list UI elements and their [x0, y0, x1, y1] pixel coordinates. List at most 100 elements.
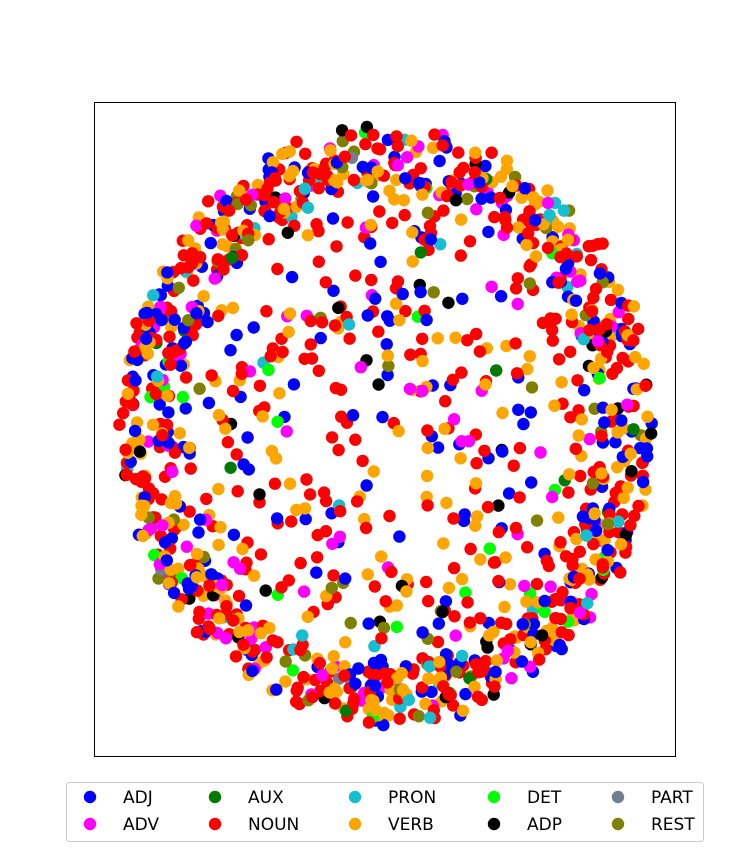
point-verb	[212, 408, 226, 422]
point-adp	[442, 296, 455, 309]
point-noun	[452, 146, 465, 159]
point-noun	[582, 240, 595, 253]
point-rest	[382, 359, 395, 373]
point-adj	[431, 441, 445, 454]
point-noun	[498, 211, 512, 224]
point-adj	[524, 406, 537, 419]
point-noun	[375, 632, 388, 645]
legend-item-part: PART	[611, 788, 693, 808]
point-det	[262, 363, 275, 377]
point-noun	[584, 253, 598, 267]
point-noun	[390, 130, 403, 143]
point-noun	[312, 182, 325, 195]
point-noun	[509, 521, 523, 535]
point-noun	[555, 626, 568, 639]
point-verb	[141, 347, 154, 360]
point-noun	[474, 612, 487, 625]
point-verb	[266, 156, 280, 169]
point-noun	[391, 139, 404, 153]
point-noun	[260, 651, 273, 664]
point-verb	[301, 229, 315, 242]
point-noun	[312, 224, 325, 238]
point-verb	[499, 551, 512, 564]
point-verb	[583, 573, 596, 586]
point-verb	[595, 467, 608, 480]
point-verb	[219, 422, 232, 435]
point-adp	[372, 378, 385, 391]
point-noun	[290, 135, 303, 148]
point-adj	[414, 285, 427, 299]
point-verb	[400, 585, 413, 598]
point-noun	[562, 486, 575, 499]
point-noun	[282, 574, 295, 587]
point-adj	[516, 618, 529, 631]
point-noun	[318, 168, 331, 181]
point-adj	[287, 378, 301, 391]
point-noun	[509, 282, 523, 295]
point-adj	[636, 475, 650, 489]
point-noun	[442, 688, 455, 701]
point-pron	[423, 711, 437, 724]
point-verb	[277, 202, 290, 216]
point-verb	[388, 193, 401, 206]
point-noun	[315, 316, 329, 329]
point-noun	[554, 250, 567, 264]
legend-label: ADJ	[123, 788, 153, 808]
point-det	[593, 371, 606, 385]
point-verb	[361, 173, 374, 187]
legend-item-rest: REST	[611, 815, 695, 835]
point-verb	[617, 491, 630, 505]
point-noun	[271, 262, 284, 276]
point-verb	[575, 413, 588, 426]
point-verb	[212, 538, 225, 552]
point-adj	[609, 436, 622, 449]
point-adj	[578, 384, 591, 397]
point-verb	[570, 532, 583, 546]
point-adj	[496, 445, 509, 458]
point-noun	[414, 162, 427, 175]
point-adv	[297, 585, 311, 598]
point-adj	[174, 359, 188, 372]
point-adj	[484, 191, 498, 204]
point-adj	[179, 402, 192, 415]
point-verb	[524, 636, 537, 649]
point-adj	[230, 328, 243, 342]
point-noun	[299, 147, 312, 160]
point-noun	[471, 690, 485, 703]
point-noun	[445, 176, 458, 189]
point-noun	[587, 537, 600, 551]
point-adj	[512, 403, 525, 416]
point-adj	[220, 194, 233, 208]
point-verb	[331, 176, 344, 189]
point-adj	[327, 284, 340, 297]
point-adj	[456, 292, 469, 305]
point-verb	[325, 662, 339, 675]
point-adj	[525, 476, 538, 489]
point-verb	[213, 612, 226, 625]
legend-item-adj: ADJ	[83, 788, 153, 808]
point-verb	[438, 422, 451, 435]
point-noun	[492, 525, 505, 539]
point-noun	[230, 448, 243, 461]
point-noun	[347, 173, 361, 187]
point-verb	[442, 581, 456, 595]
point-noun	[156, 429, 169, 442]
point-verb	[406, 255, 419, 268]
point-noun	[359, 521, 373, 535]
point-adv	[518, 579, 531, 593]
point-noun	[258, 188, 271, 202]
point-noun	[347, 696, 360, 710]
point-adj	[593, 267, 607, 280]
point-adv	[470, 203, 483, 216]
point-adj	[396, 287, 409, 301]
point-adj	[433, 154, 446, 168]
point-verb	[611, 283, 625, 297]
point-noun	[372, 325, 385, 338]
point-pron	[455, 649, 469, 663]
point-adj	[224, 344, 237, 357]
point-adj	[367, 656, 381, 670]
point-adj	[140, 332, 153, 345]
point-adj	[140, 306, 154, 320]
point-adp	[259, 584, 272, 597]
point-adv	[326, 537, 339, 550]
